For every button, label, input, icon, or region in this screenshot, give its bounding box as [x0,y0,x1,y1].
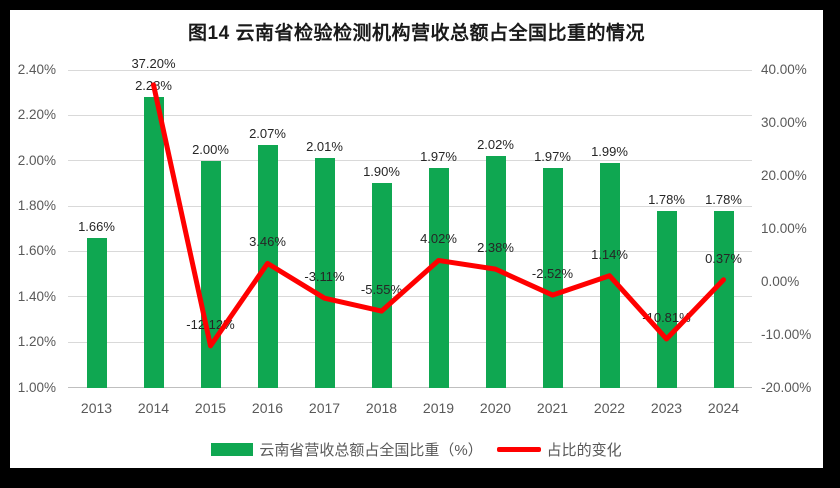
legend-bar-swatch-icon [211,443,254,456]
line-data-label: 1.14% [591,246,628,262]
x-axis-label: 2021 [536,400,569,416]
left-axis-tick-label: 1.80% [17,198,56,214]
bar-data-label: 1.99% [591,144,628,159]
line-data-label: -10.81% [642,309,691,325]
line-data-label: -12.12% [186,316,235,332]
legend: 云南省营收总额占全国比重（%） 占比的变化 [10,439,823,460]
x-axis-label: 2024 [707,400,740,416]
x-axis-label: 2016 [251,400,284,416]
bar [599,163,620,388]
x-axis-label: 2014 [137,400,170,416]
right-axis-tick-label: 30.00% [761,114,807,130]
legend-item: 云南省营收总额占全国比重（%） [211,439,483,460]
bar [713,210,734,388]
legend-label: 云南省营收总额占全国比重（%） [259,442,483,459]
gridline [68,250,752,252]
gridline [68,387,752,389]
left-axis-tick-label: 2.40% [17,62,56,77]
bar-data-label: 2.01% [306,139,343,155]
legend-item: 占比的变化 [496,439,622,460]
bar [485,156,506,388]
line-data-label: 4.02% [420,231,457,247]
bar [86,237,107,388]
x-axis-label: 2017 [308,400,341,416]
right-axis-tick-label: 10.00% [761,220,807,236]
x-axis-label: 2019 [422,400,455,416]
bar-data-label: 1.78% [648,191,685,207]
line-data-label: 37.20% [131,55,176,71]
x-axis-label: 2013 [80,400,113,416]
line-data-label: 3.46% [249,234,286,250]
line-data-label: -2.52% [531,266,574,282]
left-axis-tick-label: 1.40% [17,288,56,304]
gridline [68,114,752,116]
right-axis-tick-label: 20.00% [761,167,807,183]
legend-line-swatch-icon [496,447,541,452]
bar-data-label: 1.97% [534,148,571,164]
bar-data-label: 1.78% [705,191,742,207]
x-axis-label: 2022 [593,400,626,416]
x-axis-label: 2018 [365,400,398,416]
bar-data-label: 2.02% [477,137,514,153]
bar [143,97,164,388]
left-axis-tick-label: 1.20% [17,334,56,350]
bar [257,144,278,388]
right-axis-tick-label: -10.00% [761,326,812,342]
right-axis-tick-label: 0.00% [761,273,800,289]
right-axis-tick-label: -20.00% [761,379,812,395]
line-data-label: -5.55% [360,282,403,298]
x-axis-label: 2020 [479,400,512,416]
bar-data-label: 1.97% [420,148,457,164]
plot-area: 2.40% 2.20% 2.00% 1.80% 1.60% 1.40% 1.20% 1.00%… [10,10,823,468]
x-axis-label: 2015 [194,400,227,416]
bar [428,167,449,388]
left-axis-tick-label: 1.00% [17,379,56,395]
bar-data-label: 1.90% [363,164,400,180]
chart-title: 图14 云南省检验检测机构营收总额占全国比重的情况 [188,23,645,44]
right-axis-tick-label: 40.00% [761,62,807,77]
line-data-label: 0.37% [705,250,742,266]
gridline [68,69,752,71]
bar-data-label: 2.07% [249,125,286,141]
line-data-label: -3.11% [304,269,345,285]
bar-data-label: 1.66% [78,218,115,234]
gridline [68,341,752,343]
line-data-label: 2.38% [477,240,514,256]
chart-panel: 图14 云南省检验检测机构营收总额占全国比重的情况 2.40% 2.20% 2.00… [10,10,823,468]
bar-data-label: 2.28% [135,78,172,94]
left-axis-tick-label: 1.60% [17,243,56,259]
left-axis-tick-label: 2.00% [17,152,56,168]
bar [200,160,221,388]
left-axis-tick-label: 2.20% [17,107,56,123]
bar-data-label: 2.00% [192,141,229,157]
bar [656,210,677,388]
x-axis-label: 2023 [650,400,683,416]
legend-label: 占比的变化 [546,442,622,459]
